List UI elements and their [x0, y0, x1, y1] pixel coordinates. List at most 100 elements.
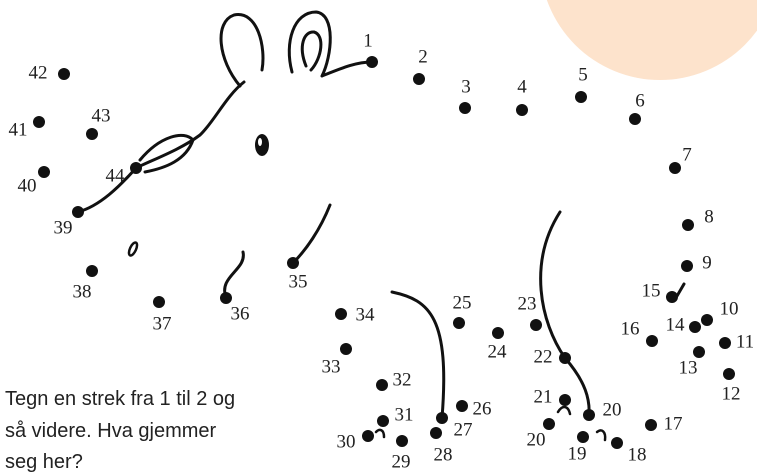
dot-label: 24 — [488, 341, 508, 362]
decor-circle — [546, 0, 757, 80]
dot — [629, 113, 641, 125]
eye-shine — [258, 138, 262, 146]
dot-label: 31 — [395, 404, 414, 425]
dot — [559, 352, 571, 364]
tail — [675, 282, 686, 298]
dot — [693, 346, 705, 358]
dot — [58, 68, 70, 80]
cheek — [138, 133, 195, 174]
dot-label: 18 — [628, 444, 647, 465]
dot-label: 26 — [473, 398, 492, 419]
dot-label: 27 — [454, 419, 473, 440]
dot-label: 38 — [73, 281, 92, 302]
dot-label: 15 — [642, 280, 661, 301]
dot-label: 33 — [322, 356, 341, 377]
dot — [459, 102, 471, 114]
instructions: Tegn en strek fra 1 til 2 og så videre. … — [5, 388, 235, 473]
dot — [33, 116, 45, 128]
dot — [646, 335, 658, 347]
right-ear — [287, 10, 374, 78]
dot — [682, 219, 694, 231]
dot-label: 20 — [603, 399, 622, 420]
dot-label: 13 — [679, 357, 698, 378]
dot-label: 3 — [461, 76, 471, 97]
mouth — [291, 203, 332, 265]
dot-label: 7 — [682, 144, 692, 165]
left-ear — [219, 13, 265, 88]
dot — [430, 427, 442, 439]
dot-label: 16 — [621, 318, 640, 339]
instruction-line: så videre. Hva gjemmer — [5, 420, 217, 442]
front-leg — [390, 290, 446, 420]
eye — [255, 134, 269, 156]
dot-label: 32 — [393, 369, 412, 390]
dot-label: 44 — [106, 165, 126, 186]
dot-label: 30 — [337, 431, 356, 452]
dot-label: 10 — [720, 298, 739, 319]
dot-label: 8 — [704, 206, 714, 227]
dot — [153, 296, 165, 308]
dot-label: 14 — [666, 314, 686, 335]
hoof — [595, 429, 607, 442]
dot-label: 6 — [635, 90, 645, 111]
hoof — [374, 428, 386, 439]
dot-label: 2 — [418, 46, 428, 67]
dots: 123 4567891011121314151617181920202122232… — [9, 30, 755, 472]
dot-label: 22 — [534, 346, 553, 367]
dot-label: 19 — [568, 443, 587, 464]
dot — [583, 409, 595, 421]
dot-label: 42 — [29, 62, 48, 83]
drawing — [76, 10, 686, 442]
dot — [456, 400, 468, 412]
dot — [86, 128, 98, 140]
dot — [436, 412, 448, 424]
dot — [516, 104, 528, 116]
dot — [575, 91, 587, 103]
dot-label: 41 — [9, 119, 28, 140]
dot — [220, 292, 232, 304]
dot — [86, 265, 98, 277]
dot — [723, 368, 735, 380]
dot — [666, 291, 678, 303]
dot-label: 34 — [356, 304, 376, 325]
dot — [72, 206, 84, 218]
dot — [335, 308, 347, 320]
dot — [130, 162, 142, 174]
head — [76, 80, 246, 214]
inner-ear — [300, 30, 323, 72]
dot-label: 36 — [231, 303, 250, 324]
dot-label: 20 — [527, 429, 546, 450]
dot — [669, 162, 681, 174]
chin — [223, 250, 245, 300]
dot-label: 35 — [289, 271, 308, 292]
dot — [611, 437, 623, 449]
dot-label: 9 — [702, 252, 712, 273]
dot-label: 29 — [392, 451, 411, 472]
dot — [377, 415, 389, 427]
dot — [701, 314, 713, 326]
dot — [577, 431, 589, 443]
dot-label: 21 — [534, 386, 553, 407]
dot — [530, 319, 542, 331]
instruction-line: seg her? — [5, 451, 83, 473]
dot-label: 28 — [434, 444, 453, 465]
dot — [340, 343, 352, 355]
dot — [362, 430, 374, 442]
dot — [645, 419, 657, 431]
dot-label: 12 — [722, 383, 741, 404]
dot — [559, 394, 571, 406]
dot — [287, 257, 299, 269]
dot-label: 1 — [363, 30, 373, 51]
dot-label: 5 — [578, 64, 588, 85]
dot — [396, 435, 408, 447]
back-leg — [539, 210, 591, 417]
dot — [689, 321, 701, 333]
dot — [38, 166, 50, 178]
dot-label: 37 — [153, 313, 172, 334]
dot-label: 40 — [18, 175, 37, 196]
dot — [543, 418, 555, 430]
dot — [719, 337, 731, 349]
dot-label: 23 — [518, 293, 537, 314]
nostril — [127, 241, 139, 257]
